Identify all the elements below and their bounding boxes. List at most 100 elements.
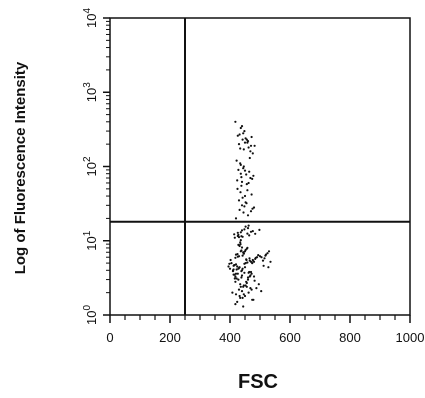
y-tick-label: 104 — [82, 8, 99, 28]
data-point — [246, 189, 249, 192]
data-point — [241, 296, 244, 299]
data-point — [236, 265, 239, 268]
data-point — [231, 291, 234, 294]
data-point — [253, 279, 256, 282]
data-point — [243, 205, 246, 208]
data-point — [238, 133, 241, 136]
data-point — [240, 290, 244, 293]
data-point — [239, 163, 242, 166]
data-point — [239, 231, 242, 234]
data-point — [237, 288, 241, 291]
data-point — [236, 134, 239, 137]
data-point — [260, 290, 263, 293]
data-point — [245, 173, 248, 176]
data-point — [236, 187, 239, 190]
data-point — [248, 170, 251, 173]
data-point — [248, 275, 251, 278]
data-point — [269, 260, 272, 263]
data-point — [230, 262, 233, 265]
y-axis-title: Log of Fluorescence Intensity — [12, 61, 29, 274]
data-point — [249, 270, 253, 274]
data-point — [250, 272, 253, 275]
data-point — [241, 235, 244, 238]
data-point — [245, 280, 248, 283]
data-point — [233, 236, 236, 239]
data-point — [239, 285, 242, 288]
data-point — [248, 156, 251, 160]
data-point — [253, 144, 256, 147]
data-point — [246, 261, 249, 264]
data-point — [238, 266, 241, 269]
data-point — [252, 275, 256, 278]
x-tick-label: 1000 — [396, 330, 425, 345]
data-point — [252, 206, 256, 209]
data-point — [237, 243, 240, 246]
data-point — [238, 294, 241, 298]
data-point — [251, 258, 254, 262]
data-point — [245, 183, 248, 186]
data-point — [234, 120, 237, 123]
data-point — [239, 241, 242, 244]
data-point — [239, 283, 242, 286]
data-point — [242, 148, 245, 151]
x-tick-label: 600 — [279, 330, 301, 345]
data-point — [251, 177, 254, 180]
data-point — [242, 293, 245, 296]
x-tick-label: 800 — [339, 330, 361, 345]
x-tick-label: 0 — [106, 330, 113, 345]
data-point — [246, 246, 249, 249]
data-point — [236, 272, 239, 275]
data-point — [235, 277, 238, 280]
data-point — [244, 284, 247, 287]
data-point — [239, 296, 242, 299]
data-point — [240, 125, 244, 128]
data-point — [251, 230, 254, 233]
x-tick-label: 200 — [159, 330, 181, 345]
data-point — [234, 293, 238, 296]
data-point — [254, 256, 257, 259]
data-point — [263, 257, 266, 260]
data-point — [245, 138, 248, 141]
data-point — [260, 256, 263, 259]
data-point — [249, 210, 253, 213]
data-point — [228, 267, 232, 270]
data-point — [241, 138, 244, 141]
data-point — [243, 228, 246, 231]
data-point — [237, 199, 241, 202]
data-point — [257, 254, 260, 257]
y-tick-label: 101 — [82, 230, 99, 250]
data-points — [227, 120, 272, 308]
data-point — [246, 232, 249, 235]
data-point — [242, 165, 245, 168]
data-point — [267, 266, 270, 269]
data-point — [242, 132, 245, 135]
data-point — [249, 176, 252, 180]
data-point — [246, 227, 250, 230]
data-point — [249, 230, 253, 233]
data-point — [246, 276, 250, 279]
data-point — [261, 259, 265, 262]
data-point — [244, 201, 247, 204]
data-point — [236, 255, 239, 258]
data-point — [248, 257, 251, 260]
data-point — [249, 287, 252, 290]
data-point — [233, 277, 236, 280]
data-point — [246, 214, 250, 217]
data-point — [239, 243, 242, 246]
data-point — [242, 305, 245, 308]
data-point — [234, 275, 237, 278]
data-point — [242, 211, 245, 214]
data-point — [235, 159, 238, 162]
data-point — [240, 249, 243, 252]
data-point — [240, 184, 243, 187]
data-point — [249, 144, 253, 147]
data-point — [245, 258, 248, 261]
data-point — [246, 278, 250, 281]
data-point — [252, 298, 255, 301]
data-point — [250, 288, 253, 291]
data-point — [241, 254, 244, 257]
x-tick-label: 400 — [219, 330, 241, 345]
y-tick-label: 102 — [82, 156, 99, 176]
data-point — [247, 146, 250, 149]
